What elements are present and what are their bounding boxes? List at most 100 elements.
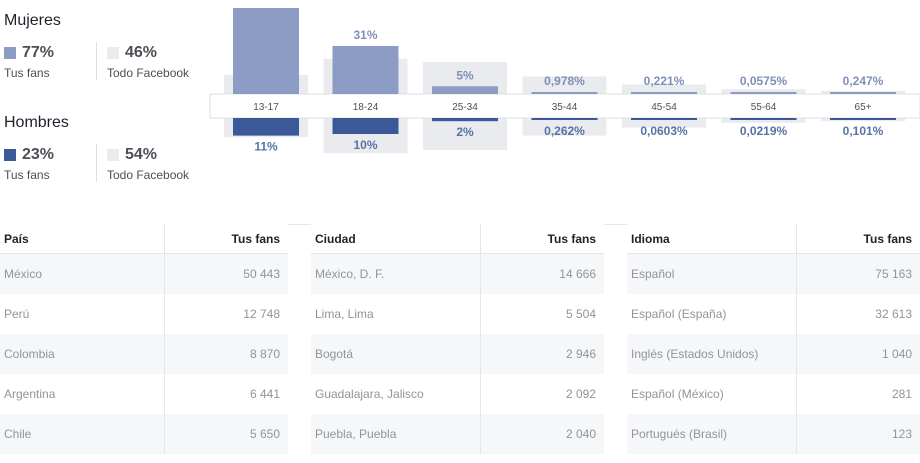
legend-men: Hombres 23% Tus fans 54% Todo Facebook bbox=[4, 114, 204, 194]
table-row: Argentina 6 441 bbox=[0, 374, 288, 414]
men-bar bbox=[531, 118, 598, 120]
women-bar bbox=[332, 45, 399, 94]
facebook-bar-men bbox=[721, 118, 806, 123]
men-data-label: 10% bbox=[353, 138, 377, 152]
men-bar bbox=[332, 118, 399, 134]
row-name: México, D. F. bbox=[311, 254, 481, 294]
row-fans-value: 2 040 bbox=[565, 427, 596, 441]
age-tick-label: 13-17 bbox=[253, 102, 279, 113]
legend-women-fans: 77% Tus fans bbox=[4, 44, 54, 80]
women-bar bbox=[830, 92, 896, 94]
row-fans-value: 1 040 bbox=[881, 347, 912, 361]
row-name: Perú bbox=[0, 294, 165, 334]
table-row: Español 75 163 bbox=[627, 254, 920, 294]
women-fb-pct: 46% bbox=[125, 44, 158, 61]
column-header-name[interactable]: Idioma bbox=[627, 224, 797, 253]
women-data-label: 0,978% bbox=[544, 74, 585, 88]
legend-divider bbox=[96, 144, 97, 182]
table-header: Ciudad Tus fans bbox=[311, 224, 604, 254]
axis-band bbox=[209, 93, 920, 119]
table-row: Lima, Lima 5 504 bbox=[311, 294, 604, 334]
table-row: Guadalajara, Jalisco 2 092 bbox=[311, 374, 604, 414]
women-data-label: 0,247% bbox=[843, 74, 884, 88]
row-fans-value: 12 748 bbox=[243, 307, 280, 321]
row-name: Guadalajara, Jalisco bbox=[311, 374, 481, 414]
women-data-label: 31% bbox=[353, 28, 377, 42]
women-data-label: 0,0575% bbox=[740, 74, 788, 88]
table-row: Español (México) 281 bbox=[627, 374, 920, 414]
row-name: Español (México) bbox=[627, 374, 797, 414]
row-name: Lima, Lima bbox=[311, 294, 481, 334]
row-fans-value: 123 bbox=[891, 427, 912, 441]
city-table: Ciudad Tus fans México, D. F. 14 666 Lima, L… bbox=[311, 224, 604, 454]
men-bar bbox=[233, 118, 299, 136]
men-fb-label: Todo Facebook bbox=[107, 168, 190, 182]
men-data-label: 0,0219% bbox=[740, 124, 788, 138]
table-row: Español (España) 32 613 bbox=[627, 294, 920, 334]
table-header: Idioma Tus fans bbox=[627, 224, 920, 254]
table-row: Perú 12 748 bbox=[0, 294, 288, 334]
column-header-fans[interactable]: Tus fans bbox=[231, 231, 280, 246]
women-data-label: 0,221% bbox=[644, 74, 685, 88]
men-bar bbox=[730, 118, 797, 120]
age-tick-label: 35-44 bbox=[552, 102, 578, 113]
men-data-label: 0,0603% bbox=[640, 124, 688, 138]
women-bar bbox=[432, 86, 498, 94]
men-fans-pct: 23% bbox=[22, 146, 55, 163]
row-fans-value: 6 441 bbox=[249, 387, 280, 401]
row-fans-value: 5 504 bbox=[565, 307, 596, 321]
facebook-bar-women bbox=[721, 89, 806, 94]
column-header-name[interactable]: País bbox=[0, 224, 165, 253]
women-fb-label: Todo Facebook bbox=[107, 66, 190, 80]
table-row: Portugués (Brasil) 123 bbox=[627, 414, 920, 454]
column-header-name[interactable]: Ciudad bbox=[311, 224, 481, 253]
facebook-swatch bbox=[107, 149, 119, 161]
men-bar bbox=[830, 118, 896, 120]
age-tick-label: 25-34 bbox=[452, 102, 478, 113]
legend-women-facebook: 46% Todo Facebook bbox=[107, 44, 189, 80]
row-name: Colombia bbox=[0, 334, 165, 374]
women-swatch bbox=[4, 47, 16, 59]
table-header: País Tus fans bbox=[0, 224, 288, 254]
country-table: País Tus fans México 50 443 Perú 12 748 Colomb… bbox=[0, 224, 288, 454]
facebook-bar-men bbox=[522, 118, 607, 136]
column-header-fans[interactable]: Tus fans bbox=[863, 231, 912, 246]
men-data-label: 0,262% bbox=[544, 124, 585, 138]
women-bar bbox=[631, 92, 697, 94]
women-data-label: 5% bbox=[456, 68, 474, 82]
row-fans-value: 75 163 bbox=[875, 267, 912, 281]
men-fb-pct: 54% bbox=[125, 146, 158, 163]
facebook-bar-men bbox=[423, 118, 507, 150]
row-fans-value: 5 650 bbox=[249, 427, 280, 441]
row-name: Bogotá bbox=[311, 334, 481, 374]
men-data-label: 11% bbox=[254, 140, 278, 154]
men-swatch bbox=[4, 149, 16, 161]
table-row: México 50 443 bbox=[0, 254, 288, 294]
row-fans-value: 8 870 bbox=[249, 347, 280, 361]
table-row: Puebla, Puebla 2 040 bbox=[311, 414, 604, 454]
age-gender-chart: 13-17 11% 18-24 31% 10% 25-34 5% 2% 35-44 0,978% 0… bbox=[209, 8, 920, 154]
table-row: México, D. F. 14 666 bbox=[311, 254, 604, 294]
facebook-bar-women bbox=[622, 84, 706, 94]
table-row: Bogotá 2 946 bbox=[311, 334, 604, 374]
women-fans-label: Tus fans bbox=[4, 66, 50, 80]
legend-men-fans: 23% Tus fans bbox=[4, 146, 54, 182]
row-name: Argentina bbox=[0, 374, 165, 414]
facebook-swatch bbox=[107, 47, 119, 59]
facebook-bar-men bbox=[622, 118, 706, 128]
row-fans-value: 2 946 bbox=[565, 347, 596, 361]
row-name: Inglés (Estados Unidos) bbox=[627, 334, 797, 374]
row-fans-value: 50 443 bbox=[243, 267, 280, 281]
women-fans-pct: 77% bbox=[22, 44, 55, 61]
row-name: Puebla, Puebla bbox=[311, 414, 481, 454]
column-header-fans[interactable]: Tus fans bbox=[547, 231, 596, 246]
men-data-label: 2% bbox=[456, 125, 474, 139]
age-tick-label: 45-54 bbox=[651, 102, 677, 113]
row-fans-value: 2 092 bbox=[565, 387, 596, 401]
language-table: Idioma Tus fans Español 75 163 Español (Espa… bbox=[627, 224, 920, 454]
legend-men-title: Hombres bbox=[4, 114, 69, 131]
row-name: Español (España) bbox=[627, 294, 797, 334]
legend-men-facebook: 54% Todo Facebook bbox=[107, 146, 189, 182]
row-fans-value: 32 613 bbox=[875, 307, 912, 321]
table-row: Chile 5 650 bbox=[0, 414, 288, 454]
